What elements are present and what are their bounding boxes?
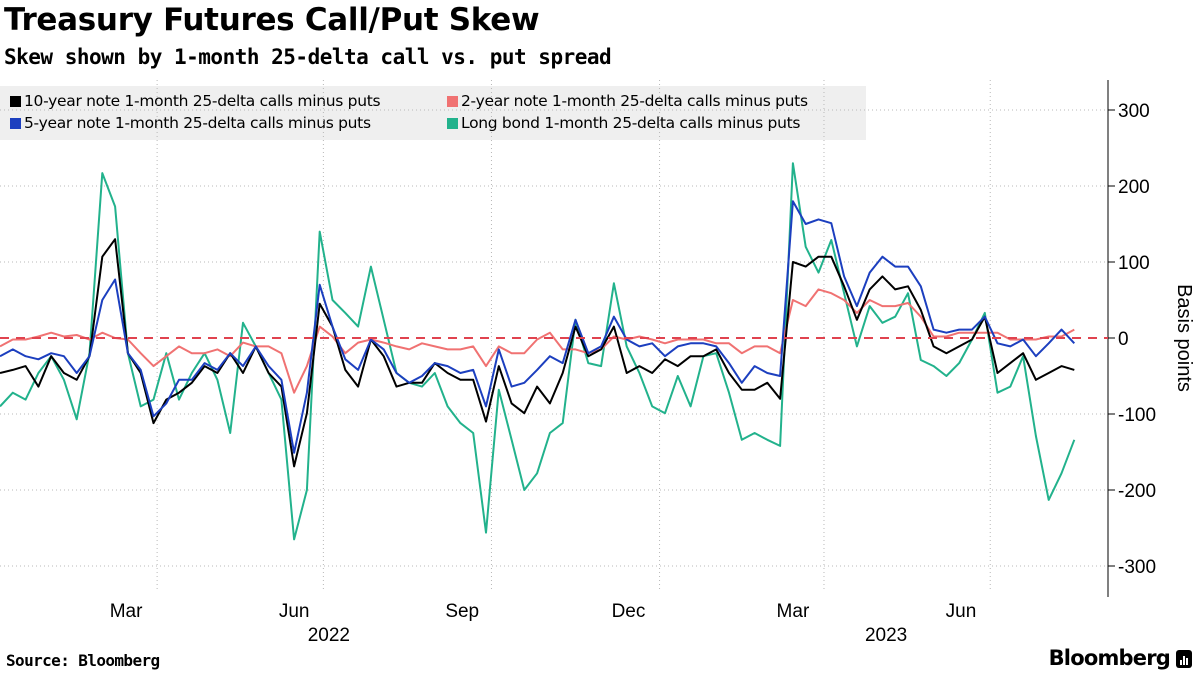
legend-label: Long bond 1-month 25-delta calls minus p… xyxy=(461,114,801,132)
y-tick-label: 200 xyxy=(1118,177,1150,198)
x-tick-label: Sep xyxy=(445,601,479,622)
x-year-label: 2022 xyxy=(308,625,350,646)
series-line-long xyxy=(0,162,1076,541)
legend-swatch xyxy=(447,95,458,107)
legend-item-2-year: 2-year note 1-month 25-delta calls minus… xyxy=(447,92,808,110)
y-tick-label: 300 xyxy=(1118,101,1150,122)
legend-swatch xyxy=(447,117,458,129)
y-tick-label: -200 xyxy=(1118,481,1156,502)
y-tick-label: -100 xyxy=(1118,405,1156,426)
x-year-label: 2023 xyxy=(865,625,907,646)
y-tick-label: -300 xyxy=(1118,557,1156,578)
legend-item-5-year: 5-year note 1-month 25-delta calls minus… xyxy=(10,114,371,132)
x-tick-label: Dec xyxy=(612,601,646,622)
x-tick-label: Mar xyxy=(777,601,810,622)
source-note: Source: Bloomberg xyxy=(6,651,160,670)
legend: 10-year note 1-month 25-delta calls minu… xyxy=(0,86,866,140)
legend-item-10-year: 10-year note 1-month 25-delta calls minu… xyxy=(10,92,381,110)
bloomberg-chat-icon xyxy=(1176,650,1192,668)
legend-label: 5-year note 1-month 25-delta calls minus… xyxy=(24,114,371,132)
x-tick-label: Jun xyxy=(946,601,977,622)
legend-label: 10-year note 1-month 25-delta calls minu… xyxy=(24,92,381,110)
y-tick-label: 100 xyxy=(1118,253,1150,274)
brand-logo: Bloomberg xyxy=(1048,646,1171,670)
y-axis-title: Basis points xyxy=(1173,284,1195,392)
legend-label: 2-year note 1-month 25-delta calls minus… xyxy=(461,92,808,110)
chart-title: Treasury Futures Call/Put Skew xyxy=(4,2,540,38)
legend-item-long-bond: Long bond 1-month 25-delta calls minus p… xyxy=(447,114,800,132)
legend-swatch xyxy=(10,117,21,129)
y-tick-label: 0 xyxy=(1118,329,1129,350)
x-tick-label: Jun xyxy=(279,601,310,622)
series-line-5-year xyxy=(0,200,1076,454)
legend-swatch xyxy=(10,95,21,107)
series-line-2-year xyxy=(0,288,1075,394)
series-line-10-year xyxy=(0,238,1075,468)
x-tick-label: Mar xyxy=(110,601,143,622)
chart-subtitle: Skew shown by 1-month 25-delta call vs. … xyxy=(4,45,612,69)
